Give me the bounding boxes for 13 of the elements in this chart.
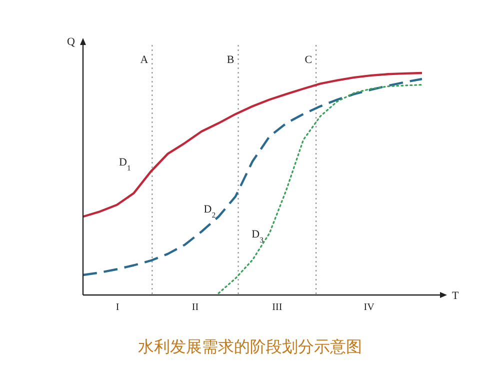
y-axis-title: Q xyxy=(67,36,75,48)
series-label: D$_{1}$ xyxy=(119,156,131,172)
text: B xyxy=(226,54,234,66)
series-label: D$_{3}$ xyxy=(252,228,264,244)
text: I xyxy=(116,302,120,313)
series-label: D$_{2}$ xyxy=(204,203,216,219)
text: A xyxy=(140,54,148,66)
text: IV xyxy=(364,302,376,313)
text: C xyxy=(304,54,312,66)
text: 水利发展需求的阶段划分示意图 xyxy=(138,337,362,356)
text: II xyxy=(192,302,199,313)
x-axis-title: T xyxy=(452,290,459,302)
text: III xyxy=(272,302,282,313)
